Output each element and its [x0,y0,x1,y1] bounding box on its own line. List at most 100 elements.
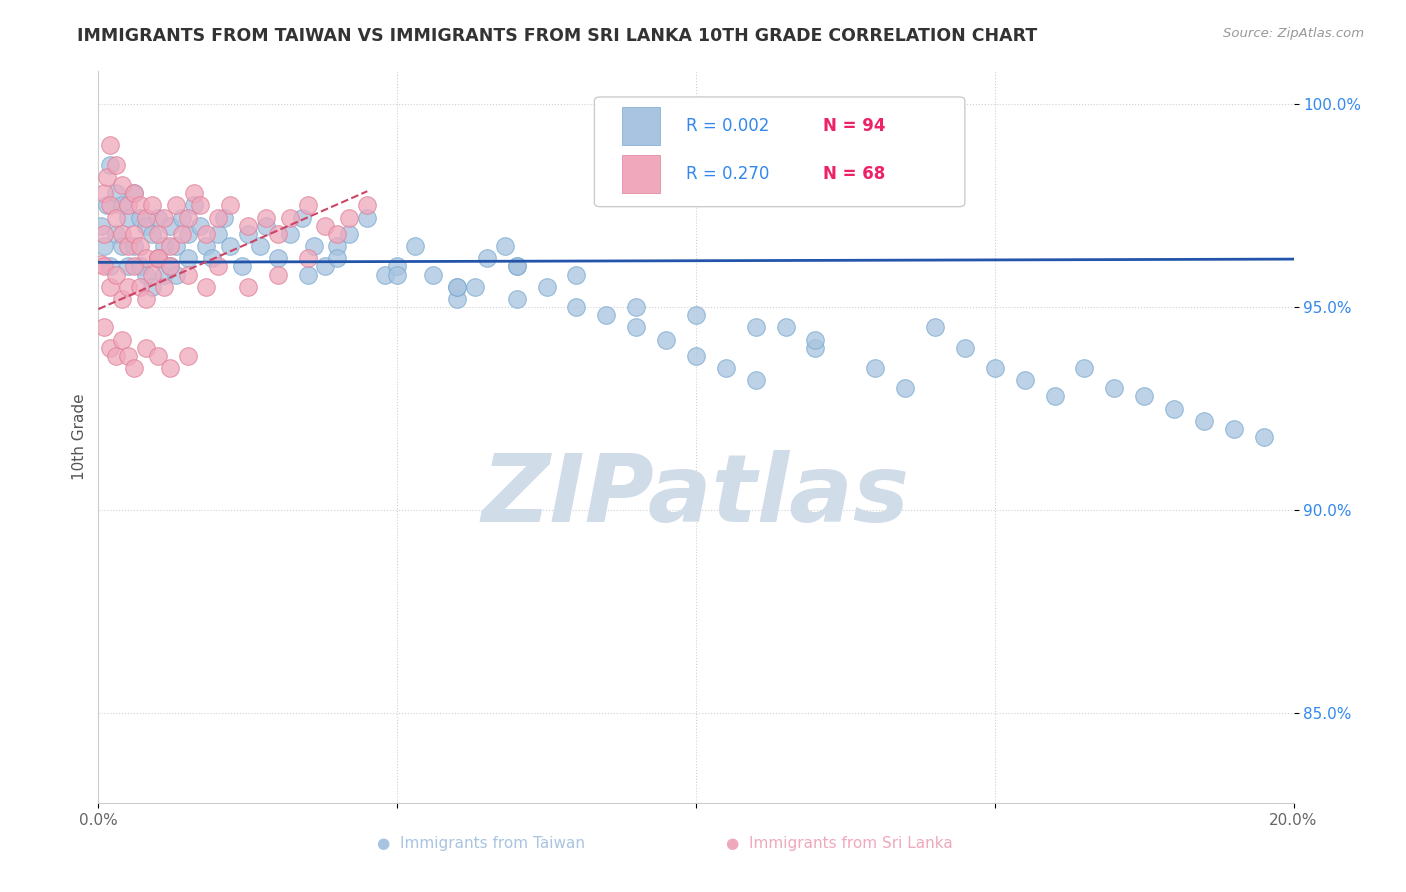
Point [1192,414,1215,428]
Point [595,308,617,322]
Point [117,260,139,274]
Point [124,361,146,376]
Point [1014,373,1036,387]
Point [148,252,170,266]
Point [165,239,187,253]
Point [297,252,319,266]
Point [129,239,152,253]
Point [159,239,181,253]
Point [148,252,170,266]
Point [117,239,139,253]
Point [506,260,529,274]
Point [172,227,194,241]
Point [236,279,259,293]
Point [98,158,122,172]
Text: ●  Immigrants from Sri Lanka: ● Immigrants from Sri Lanka [725,836,953,851]
Point [165,198,187,212]
Point [135,219,157,233]
Point [124,260,146,274]
Point [159,260,181,274]
Point [105,211,128,225]
Point [339,211,361,225]
Text: Source: ZipAtlas.com: Source: ZipAtlas.com [1223,27,1364,40]
Point [745,320,768,334]
Point [111,227,134,241]
Point [96,198,118,212]
Point [207,260,229,274]
Point [98,137,122,152]
Point [536,279,558,293]
Point [124,186,146,201]
Point [212,211,235,225]
Point [183,186,205,201]
Point [1133,389,1156,403]
Point [236,227,259,241]
Point [494,239,516,253]
Point [135,211,157,225]
Text: ●  Immigrants from Taiwan: ● Immigrants from Taiwan [377,836,585,851]
Point [422,268,444,282]
Point [685,308,707,322]
Point [249,239,271,253]
Point [1073,361,1095,376]
Point [685,349,707,363]
Text: R = 0.002: R = 0.002 [686,117,769,135]
Point [254,219,277,233]
Point [129,198,152,212]
Point [153,239,176,253]
Point [98,260,122,274]
Point [291,211,314,225]
Point [165,268,187,282]
Point [93,186,115,201]
Point [1163,401,1185,416]
Point [153,268,176,282]
Point [135,268,157,282]
Y-axis label: 10th Grade: 10th Grade [72,393,87,481]
Point [201,252,224,266]
Point [141,268,163,282]
Point [129,211,152,225]
Point [565,268,588,282]
Point [984,361,1007,376]
Text: IMMIGRANTS FROM TAIWAN VS IMMIGRANTS FROM SRI LANKA 10TH GRADE CORRELATION CHART: IMMIGRANTS FROM TAIWAN VS IMMIGRANTS FRO… [77,27,1038,45]
Point [894,381,917,395]
Point [339,227,361,241]
Point [315,219,337,233]
Point [278,211,301,225]
Point [105,186,128,201]
Point [207,211,229,225]
Point [626,300,648,314]
Point [129,260,152,274]
Point [105,227,128,241]
Point [111,239,134,253]
Point [1223,422,1246,436]
Point [129,279,152,293]
Point [297,268,319,282]
FancyBboxPatch shape [621,154,661,193]
Point [159,219,181,233]
Point [93,320,115,334]
Point [177,349,200,363]
Point [98,341,122,355]
Point [148,349,170,363]
Point [96,169,118,184]
Text: ZIPatlas: ZIPatlas [482,450,910,541]
Point [141,198,163,212]
Point [93,227,115,241]
Point [195,239,218,253]
Point [267,227,290,241]
Point [111,178,134,193]
Point [111,292,134,306]
Point [326,252,349,266]
Point [326,239,349,253]
Point [98,198,122,212]
Point [315,260,337,274]
Point [153,211,176,225]
Point [1104,381,1126,395]
Point [105,349,128,363]
Point [219,198,242,212]
Text: R = 0.270: R = 0.270 [686,165,769,183]
Point [302,239,325,253]
Point [159,260,181,274]
Point [446,279,468,293]
